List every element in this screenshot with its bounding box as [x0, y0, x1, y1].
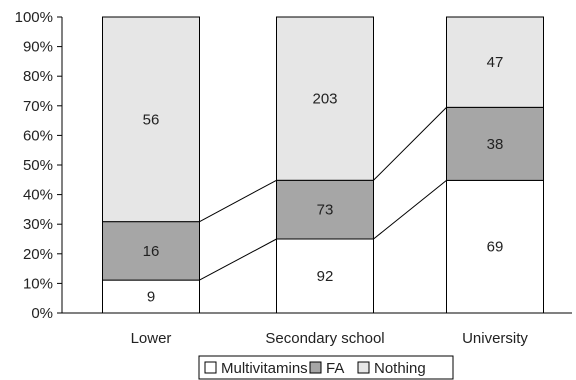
- data-label-multivitamins-3: 69: [487, 239, 504, 256]
- y-tick-label: 100%: [15, 9, 53, 26]
- legend-label-nothing: Nothing: [374, 360, 426, 377]
- bar-segment-fa-1: [102, 221, 200, 281]
- y-tick-label: 70%: [23, 98, 53, 115]
- y-tick-label: 30%: [23, 216, 53, 233]
- y-axis: 0% 10% 20% 30% 40% 50% 60% 70% 80% 90% 100%: [15, 9, 63, 322]
- data-label-fa-2: 73: [317, 202, 334, 219]
- bar-segment-nothing-2: [276, 16, 374, 181]
- plot-area: 9 16 56 92 73 203 69 38 47: [102, 16, 544, 314]
- y-tick-label: 80%: [23, 68, 53, 85]
- connector-line: [199, 238, 277, 281]
- legend-swatch-fa: [309, 361, 322, 374]
- bar-segment-nothing-1: [102, 16, 200, 223]
- legend-box: [198, 355, 454, 380]
- legend-label-multivitamins: Multivitamins: [221, 360, 308, 377]
- y-tick-label: 40%: [23, 187, 53, 204]
- connector-line: [199, 179, 277, 223]
- legend: Multivitamins FA Nothing: [198, 355, 454, 380]
- data-label-fa-3: 38: [487, 136, 504, 153]
- bar-segment-multivitamins-1: [102, 279, 200, 314]
- bar-segment-multivitamins-2: [276, 238, 374, 314]
- connector-line: [373, 106, 447, 181]
- legend-swatch-nothing: [357, 361, 370, 374]
- y-tick-label: 20%: [23, 246, 53, 263]
- y-tick-label: 50%: [23, 157, 53, 174]
- y-tick-label: 10%: [23, 275, 53, 292]
- x-tick-label: Secondary school: [265, 330, 384, 347]
- y-tick-label: 90%: [23, 39, 53, 56]
- x-axis: Lower Secondary school University: [62, 312, 572, 347]
- x-tick-label: Lower: [131, 330, 172, 347]
- data-label-fa-1: 16: [143, 243, 160, 260]
- data-label-nothing-2: 203: [312, 91, 337, 108]
- data-label-multivitamins-1: 9: [147, 289, 155, 306]
- y-tick-label: 60%: [23, 127, 53, 144]
- legend-label-fa: FA: [326, 360, 344, 377]
- data-label-nothing-1: 56: [143, 111, 160, 128]
- data-label-multivitamins-2: 92: [317, 268, 334, 285]
- bar-segment-nothing-3: [446, 16, 544, 108]
- data-label-nothing-3: 47: [487, 54, 504, 71]
- x-tick-label: University: [462, 330, 528, 347]
- legend-swatch-multivitamins: [204, 361, 217, 374]
- y-tick-label: 0%: [31, 305, 53, 322]
- bar-segment-fa-3: [446, 106, 544, 181]
- bar-segment-fa-2: [276, 179, 374, 240]
- connector-line: [373, 179, 447, 240]
